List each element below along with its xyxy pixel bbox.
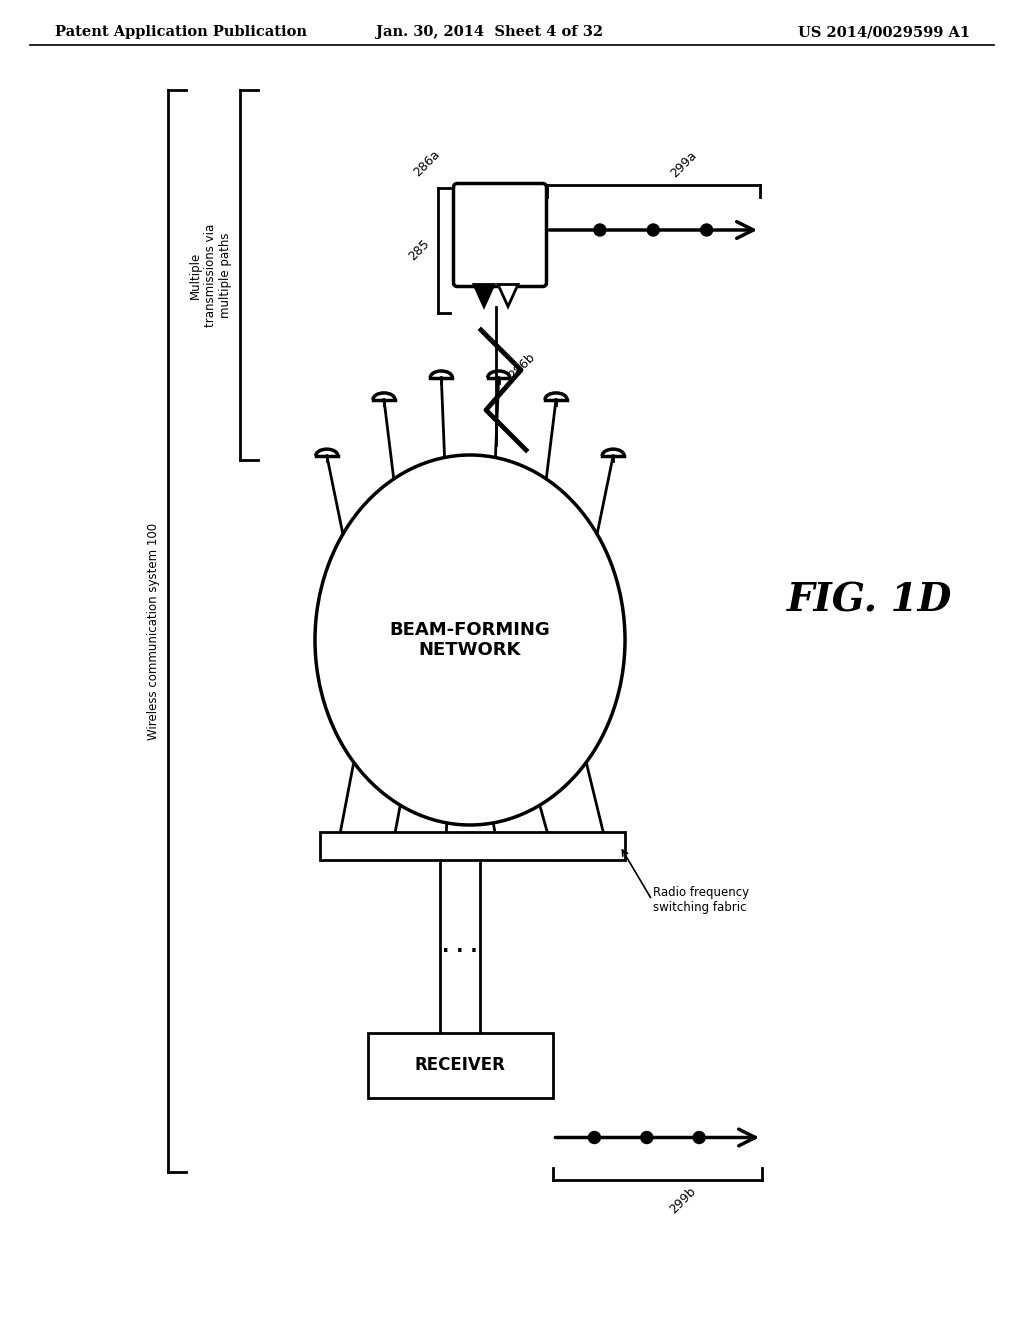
Text: 286b: 286b: [506, 351, 538, 383]
Polygon shape: [498, 285, 518, 306]
Polygon shape: [474, 285, 494, 306]
Circle shape: [594, 224, 606, 236]
Text: RECEIVER: RECEIVER: [415, 1056, 506, 1074]
Text: 286a: 286a: [411, 148, 442, 180]
Text: 285: 285: [407, 238, 432, 263]
Circle shape: [693, 1131, 706, 1143]
Ellipse shape: [315, 455, 625, 825]
Bar: [368, 1032, 553, 1097]
Circle shape: [641, 1131, 652, 1143]
Text: US 2014/0029599 A1: US 2014/0029599 A1: [798, 25, 970, 40]
FancyBboxPatch shape: [454, 183, 547, 286]
Text: Radio frequency
switching fabric: Radio frequency switching fabric: [653, 886, 750, 913]
Text: BEAM-FORMING
NETWORK: BEAM-FORMING NETWORK: [389, 620, 550, 660]
Text: Multiple
transmissions via
multiple paths: Multiple transmissions via multiple path…: [189, 223, 232, 326]
Text: Patent Application Publication: Patent Application Publication: [55, 25, 307, 40]
Circle shape: [700, 224, 713, 236]
Circle shape: [589, 1131, 600, 1143]
Text: 299a: 299a: [669, 149, 699, 180]
Text: Jan. 30, 2014  Sheet 4 of 32: Jan. 30, 2014 Sheet 4 of 32: [377, 25, 603, 40]
Text: . . .: . . .: [442, 937, 478, 956]
Bar: [319, 832, 625, 861]
Circle shape: [647, 224, 659, 236]
Text: Wireless communication system 100: Wireless communication system 100: [147, 523, 160, 739]
Text: FIG. 1D: FIG. 1D: [787, 581, 952, 619]
Text: 299b: 299b: [668, 1184, 698, 1216]
